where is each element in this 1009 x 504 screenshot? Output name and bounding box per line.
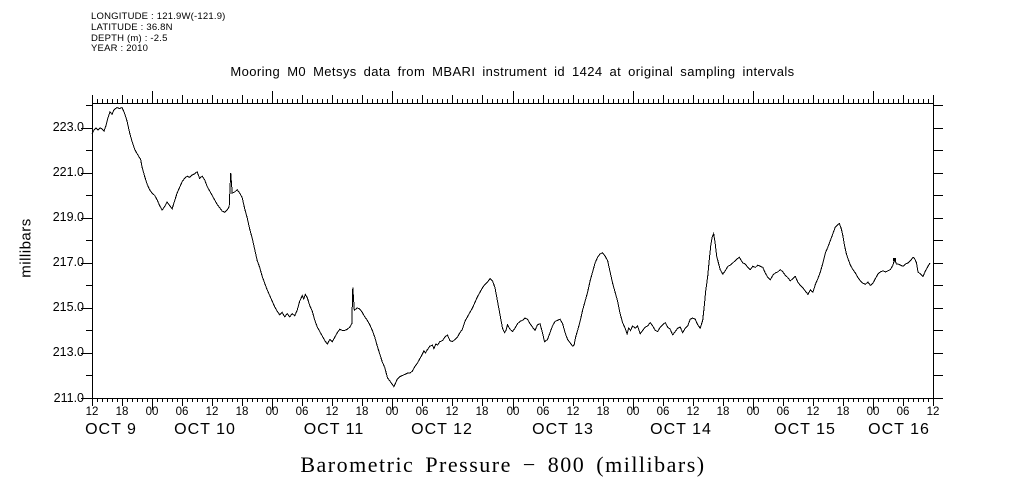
y-tick-label: 215.0 [52, 300, 84, 314]
x-hour-label: 12 [926, 406, 940, 418]
x-axis-title: Barometric Pressure − 800 (millibars) [300, 452, 706, 477]
x-hour-label: 06 [656, 406, 670, 418]
x-date-label: OCT 16 [868, 421, 930, 438]
x-hour-label: 06 [415, 406, 429, 418]
x-hour-label: 18 [115, 406, 129, 418]
x-hour-label: 12 [566, 406, 580, 418]
x-hour-label: 12 [686, 406, 700, 418]
x-hour-label: 12 [806, 406, 820, 418]
x-hour-label: 12 [325, 406, 339, 418]
y-tick-label: 217.0 [52, 255, 84, 269]
x-hour-label: 06 [896, 406, 910, 418]
x-hour-label: 18 [596, 406, 610, 418]
x-hour-label: 18 [716, 406, 730, 418]
x-hour-label: 00 [866, 406, 880, 418]
meta-line-depth: DEPTH (m) : -2.5 [91, 32, 168, 44]
x-hour-label: 12 [205, 406, 219, 418]
x-date-label: OCT 13 [532, 421, 594, 438]
x-hour-label: 06 [175, 406, 189, 418]
x-hour-label: 06 [536, 406, 550, 418]
x-hour-label: 00 [385, 406, 399, 418]
x-hour-label: 18 [355, 406, 369, 418]
x-hour-label: 06 [776, 406, 790, 418]
x-hour-label: 00 [265, 406, 279, 418]
meta-line-latitude: LATITUDE : 36.8N [91, 21, 173, 33]
metadata-block: LONGITUDE : 121.9W(-121.9) LATITUDE : 36… [91, 11, 226, 55]
meta-line-year: YEAR : 2010 [91, 43, 149, 55]
data-line-barometric-pressure [91, 106, 931, 388]
x-date-label: OCT 9 [85, 421, 137, 438]
x-date-label: OCT 12 [411, 421, 473, 438]
x-hour-label: 06 [295, 406, 309, 418]
chart-title: Mooring M0 Metsys data from MBARI instru… [230, 64, 795, 79]
y-tick-label: 213.0 [52, 345, 84, 359]
meta-line-longitude: LONGITUDE : 121.9W(-121.9) [91, 11, 226, 22]
y-tick-label: 211.0 [53, 391, 84, 405]
x-date-label: OCT 11 [303, 421, 365, 438]
y-tick-label: 223.0 [52, 120, 84, 134]
x-hour-label: 00 [746, 406, 760, 418]
x-hour-label: 12 [445, 406, 459, 418]
x-date-label: OCT 10 [174, 421, 236, 438]
x-hour-label: 18 [235, 406, 249, 418]
plot-frame [92, 103, 934, 399]
x-hour-label: 00 [145, 406, 159, 418]
x-hour-label: 00 [626, 406, 640, 418]
y-tick-label: 219.0 [52, 210, 84, 224]
x-hour-label: 18 [836, 406, 850, 418]
x-hour-label: 00 [506, 406, 520, 418]
x-hour-label: 18 [475, 406, 489, 418]
x-hour-label: 12 [85, 406, 99, 418]
y-tick-label: 221.0 [52, 165, 84, 179]
data-point-marker [893, 258, 896, 261]
x-date-label: OCT 14 [650, 421, 712, 438]
x-date-label: OCT 15 [774, 421, 836, 438]
